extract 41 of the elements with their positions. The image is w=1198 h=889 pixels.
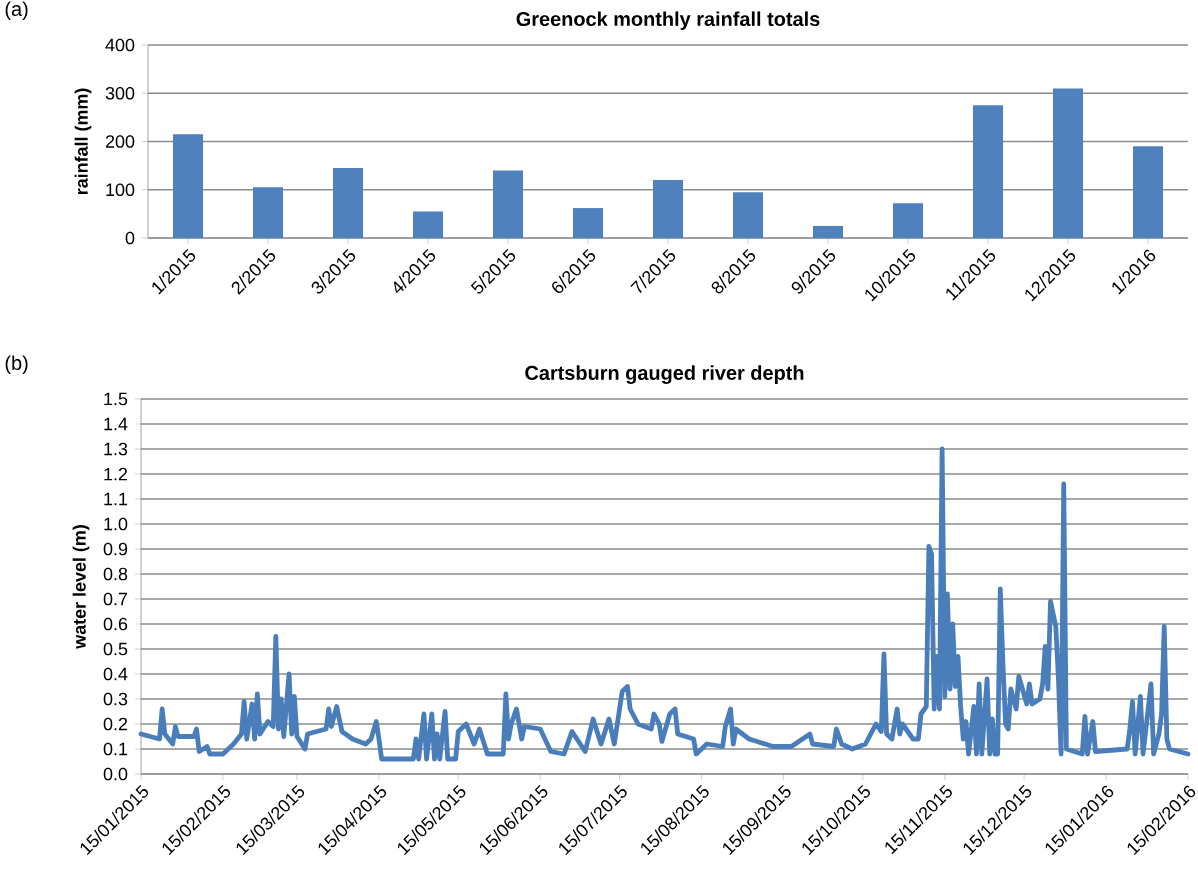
- y-tick-label: 0.4: [103, 667, 128, 681]
- y-tick-label: 0.0: [103, 767, 128, 781]
- y-tick-label: 0: [125, 231, 135, 245]
- y-tick-label: 100: [106, 183, 135, 197]
- y-tick-label: 0.3: [103, 692, 128, 706]
- bar: [893, 203, 924, 238]
- y-tick-label: 0.8: [103, 567, 128, 581]
- y-tick-label: 0.5: [103, 642, 128, 656]
- y-tick-label: 200: [105, 135, 135, 148]
- y-tick-label: 0.7: [103, 592, 128, 606]
- y-tick-label: 0.6: [103, 617, 128, 631]
- bar: [1133, 146, 1164, 238]
- bar: [733, 192, 764, 238]
- text: (a): [5, 1, 28, 20]
- y-tick-label: 1.1: [104, 492, 128, 506]
- y-tick-label: 1.4: [104, 417, 128, 431]
- y-tick-label: 0.2: [103, 717, 128, 731]
- bar: [653, 180, 684, 238]
- bar: [573, 208, 604, 238]
- bar: [493, 170, 524, 238]
- y-axis-title: rainfall (mm): [74, 88, 92, 195]
- text: (b): [5, 355, 28, 374]
- bar: [973, 105, 1004, 238]
- bar: [173, 134, 203, 238]
- bar: [413, 211, 443, 238]
- bar: [813, 225, 844, 238]
- y-tick-label: 0.9: [103, 542, 128, 556]
- y-tick-label: 1.3: [104, 442, 128, 456]
- y-tick-label: 400: [105, 38, 135, 52]
- y-tick-label: 300: [105, 86, 135, 100]
- bar: [333, 168, 363, 238]
- bar: [253, 187, 283, 238]
- chart-title: Greenock monthly rainfall totals: [516, 11, 820, 30]
- bar: [1053, 88, 1084, 238]
- chart-title: Cartsburn gauged river depth: [525, 365, 804, 384]
- line-series: [138, 446, 1191, 762]
- y-tick-label: 1.5: [104, 392, 128, 406]
- y-tick-label: 1.0: [104, 517, 128, 531]
- y-tick-label: 1.2: [104, 467, 128, 481]
- y-axis-title: water level (m): [72, 525, 90, 649]
- y-tick-label: 0.1: [103, 742, 128, 756]
